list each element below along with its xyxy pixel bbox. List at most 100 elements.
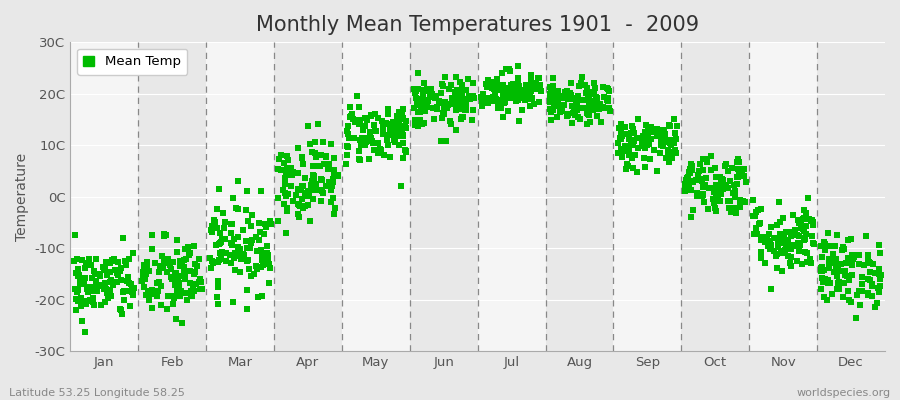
Point: [789, 232, 804, 238]
Point: [532, 74, 546, 81]
Point: [204, 265, 219, 272]
Point: [780, 240, 795, 246]
Point: [548, 93, 562, 99]
Point: [408, 89, 422, 96]
Point: [215, 236, 230, 242]
Point: [241, 266, 256, 273]
Point: [847, 252, 861, 258]
Point: [488, 94, 502, 101]
Point: [497, 100, 511, 106]
Point: [255, 253, 269, 259]
Point: [495, 70, 509, 76]
Point: [792, 242, 806, 248]
Point: [652, 150, 667, 156]
Point: [301, 193, 315, 199]
Point: [375, 129, 390, 135]
Point: [622, 136, 636, 142]
Point: [591, 104, 606, 111]
Point: [523, 84, 537, 90]
Point: [734, 196, 748, 203]
Point: [436, 100, 450, 106]
Point: [339, 152, 354, 158]
Point: [324, 199, 338, 205]
Point: [872, 241, 886, 248]
Point: [158, 231, 172, 237]
Point: [787, 242, 801, 248]
Point: [159, 306, 174, 312]
Point: [93, 271, 107, 278]
Point: [248, 233, 263, 240]
Point: [456, 98, 471, 104]
Point: [820, 297, 834, 303]
Point: [643, 139, 657, 145]
Point: [90, 288, 104, 294]
Point: [419, 104, 434, 110]
Point: [413, 109, 428, 115]
Point: [611, 140, 625, 146]
Point: [574, 96, 589, 103]
Point: [259, 224, 274, 230]
Point: [414, 103, 428, 110]
Point: [690, 193, 705, 200]
Point: [770, 250, 785, 257]
Point: [816, 279, 831, 285]
Title: Monthly Mean Temperatures 1901  -  2009: Monthly Mean Temperatures 1901 - 2009: [256, 15, 699, 35]
Point: [707, 205, 722, 211]
Point: [107, 256, 122, 262]
Point: [631, 116, 645, 123]
Point: [425, 91, 439, 97]
Point: [841, 288, 855, 294]
Point: [282, 156, 296, 163]
Point: [501, 85, 516, 91]
Point: [796, 228, 811, 234]
Point: [860, 255, 875, 261]
Bar: [749, 42, 817, 351]
Point: [117, 258, 131, 264]
Point: [85, 298, 99, 304]
Point: [642, 125, 656, 132]
Point: [791, 217, 806, 224]
Point: [127, 285, 141, 291]
Point: [187, 260, 202, 267]
Point: [374, 118, 389, 124]
Point: [436, 110, 451, 117]
Point: [792, 218, 806, 224]
Point: [767, 248, 781, 254]
Point: [135, 278, 149, 284]
Point: [529, 82, 544, 89]
Point: [868, 270, 882, 276]
Point: [166, 294, 181, 301]
Point: [409, 94, 423, 101]
Point: [145, 246, 159, 252]
Point: [654, 130, 669, 136]
Point: [284, 183, 299, 189]
Point: [279, 166, 293, 173]
Point: [339, 160, 354, 167]
Point: [291, 170, 305, 176]
Point: [667, 140, 681, 146]
Point: [777, 233, 791, 240]
Point: [596, 84, 610, 90]
Point: [177, 264, 192, 271]
Point: [392, 132, 407, 139]
Point: [507, 90, 521, 97]
Point: [454, 101, 468, 108]
Point: [254, 263, 268, 270]
Point: [212, 257, 227, 263]
Point: [218, 236, 232, 242]
Point: [178, 246, 193, 252]
Point: [328, 173, 342, 180]
Point: [506, 88, 520, 94]
Point: [392, 126, 406, 133]
Point: [574, 82, 589, 88]
Point: [74, 303, 88, 309]
Point: [581, 111, 596, 118]
Point: [175, 320, 189, 326]
Point: [382, 126, 397, 133]
Point: [149, 293, 164, 299]
Point: [720, 198, 734, 204]
Point: [658, 131, 672, 137]
Point: [204, 258, 219, 264]
Point: [707, 200, 722, 206]
Point: [639, 132, 653, 139]
